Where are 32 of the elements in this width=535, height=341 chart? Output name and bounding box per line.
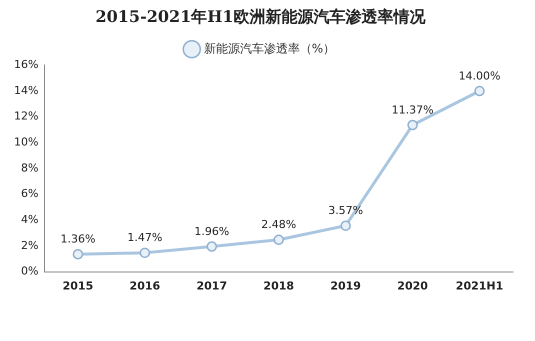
x-tick-label: 2018 (263, 279, 294, 292)
y-tick-label: 0% (20, 264, 38, 278)
chart-title: 2015-2021年H1欧洲新能源汽车渗透率情况 (96, 6, 426, 26)
data-label: 1.36% (60, 232, 96, 246)
data-label: 1.47% (127, 231, 162, 244)
point (72, 248, 84, 260)
x-tick-label: 2016 (130, 279, 160, 292)
point (140, 248, 150, 258)
data-label: 14.00% (458, 69, 501, 82)
y-tick-label: 8% (20, 161, 38, 174)
y-tick-label: 10% (14, 136, 38, 149)
y-tick-label: 12% (14, 110, 38, 123)
point (206, 241, 218, 252)
point (340, 220, 351, 231)
y-tick-label: 14% (14, 84, 38, 97)
legend-label: 新能源汽车渗透率（%） (204, 41, 336, 56)
point (407, 120, 418, 130)
point (273, 234, 284, 246)
data-label: 2.48% (261, 218, 296, 232)
x-tick-label: 2021H1 (456, 279, 504, 292)
x-tick-label: 2015 (62, 279, 94, 292)
point (474, 86, 485, 96)
x-tick-label: 2019 (330, 279, 361, 292)
data-label: 3.57% (328, 204, 364, 218)
x-tick-label: 2017 (196, 279, 228, 292)
data-label: 11.37% (392, 103, 434, 116)
y-tick-label: 6% (20, 187, 38, 200)
y-tick-label: 4% (20, 213, 38, 226)
y-tick-label: 16% (14, 58, 38, 72)
y-tick-label: 2% (20, 238, 38, 252)
data-label: 1.96% (194, 224, 230, 238)
x-tick-label: 2020 (397, 279, 428, 292)
